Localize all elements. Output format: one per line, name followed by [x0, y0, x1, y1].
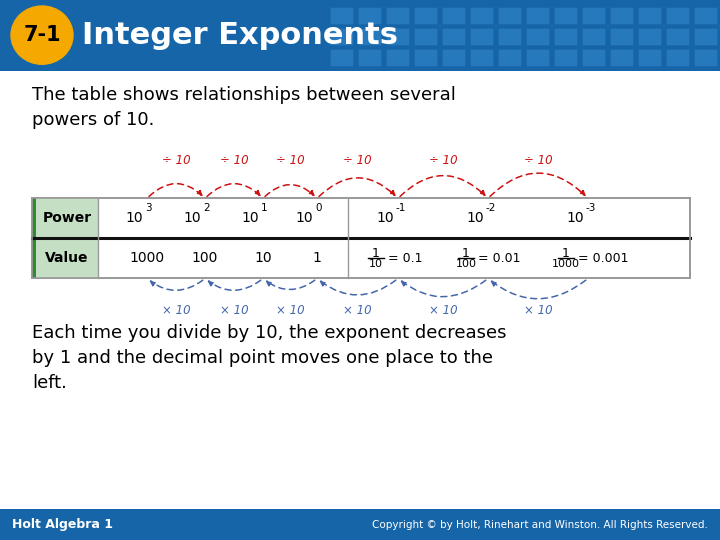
Text: 10: 10	[377, 212, 394, 225]
Text: 1000: 1000	[130, 252, 165, 266]
Bar	[358, 49, 381, 66]
Bar	[32, 198, 690, 279]
Bar	[666, 7, 689, 24]
Bar	[610, 49, 633, 66]
Text: × 10: × 10	[220, 304, 248, 317]
Text: 1000: 1000	[552, 259, 580, 269]
Text: Holt Algebra 1: Holt Algebra 1	[12, 518, 113, 531]
Text: 10: 10	[467, 212, 484, 225]
Text: ÷ 10: ÷ 10	[220, 154, 248, 167]
Text: Copyright © by Holt, Rinehart and Winston. All Rights Reserved.: Copyright © by Holt, Rinehart and Winsto…	[372, 520, 708, 530]
Bar	[358, 7, 381, 24]
Bar	[414, 49, 437, 66]
Text: 10: 10	[295, 212, 313, 225]
Ellipse shape	[11, 6, 73, 64]
Bar	[526, 49, 549, 66]
Text: × 10: × 10	[428, 304, 457, 317]
Text: 100: 100	[456, 259, 477, 269]
Text: 0: 0	[315, 204, 322, 213]
Text: 1: 1	[372, 247, 380, 260]
Bar	[330, 7, 353, 24]
Bar	[610, 28, 633, 45]
Bar	[638, 7, 661, 24]
Bar	[582, 49, 605, 66]
Text: 7-1: 7-1	[23, 25, 60, 45]
Bar	[582, 28, 605, 45]
Bar	[386, 49, 409, 66]
Text: ÷ 10: ÷ 10	[162, 154, 190, 167]
Bar	[582, 7, 605, 24]
Bar	[470, 28, 493, 45]
Text: The table shows relationships between several
powers of 10.: The table shows relationships between se…	[32, 86, 456, 129]
Text: 10: 10	[125, 212, 143, 225]
Text: × 10: × 10	[343, 304, 372, 317]
Bar	[694, 7, 717, 24]
Text: ÷ 10: ÷ 10	[276, 154, 305, 167]
Bar	[386, 7, 409, 24]
Text: × 10: × 10	[276, 304, 305, 317]
Text: = 0.01: = 0.01	[478, 252, 521, 265]
Bar	[498, 28, 521, 45]
Text: = 0.001: = 0.001	[578, 252, 629, 265]
Text: ÷ 10: ÷ 10	[428, 154, 457, 167]
Text: × 10: × 10	[523, 304, 552, 317]
Bar	[498, 7, 521, 24]
Text: 3: 3	[145, 204, 152, 213]
Bar	[610, 7, 633, 24]
Text: ÷ 10: ÷ 10	[523, 154, 552, 167]
Bar	[330, 49, 353, 66]
Bar	[638, 49, 661, 66]
Text: = 0.1: = 0.1	[388, 252, 423, 265]
Text: Each time you divide by 10, the exponent decreases
by 1 and the decimal point mo: Each time you divide by 10, the exponent…	[32, 323, 506, 392]
Bar	[32, 198, 35, 279]
Text: 10: 10	[184, 212, 201, 225]
Text: 1: 1	[462, 247, 470, 260]
Bar	[526, 28, 549, 45]
Bar	[694, 28, 717, 45]
Text: -1: -1	[396, 204, 406, 213]
Text: Integer Exponents: Integer Exponents	[82, 21, 398, 50]
Bar	[554, 49, 577, 66]
Text: 100: 100	[192, 252, 218, 266]
Bar	[554, 7, 577, 24]
Text: 2: 2	[203, 204, 210, 213]
Bar	[442, 49, 465, 66]
Bar	[414, 28, 437, 45]
Bar	[32, 198, 98, 279]
Bar	[470, 49, 493, 66]
Bar	[666, 49, 689, 66]
Bar	[666, 28, 689, 45]
Text: Value: Value	[45, 252, 89, 266]
Bar	[414, 7, 437, 24]
Text: -2: -2	[486, 204, 496, 213]
Text: Power: Power	[42, 212, 91, 225]
Bar	[526, 7, 549, 24]
Text: 1: 1	[562, 247, 570, 260]
Bar	[358, 28, 381, 45]
Bar	[554, 28, 577, 45]
Bar	[442, 7, 465, 24]
Text: × 10: × 10	[162, 304, 190, 317]
Text: 10: 10	[254, 252, 272, 266]
Text: 10: 10	[567, 212, 584, 225]
Text: 10: 10	[241, 212, 259, 225]
Bar	[470, 7, 493, 24]
Bar	[386, 28, 409, 45]
Text: 10: 10	[369, 259, 383, 269]
Bar	[498, 49, 521, 66]
Text: -3: -3	[586, 204, 596, 213]
Bar	[330, 28, 353, 45]
Text: 1: 1	[261, 204, 268, 213]
Text: 1: 1	[312, 252, 321, 266]
Bar	[694, 49, 717, 66]
Bar	[638, 28, 661, 45]
Bar	[442, 28, 465, 45]
Text: ÷ 10: ÷ 10	[343, 154, 372, 167]
